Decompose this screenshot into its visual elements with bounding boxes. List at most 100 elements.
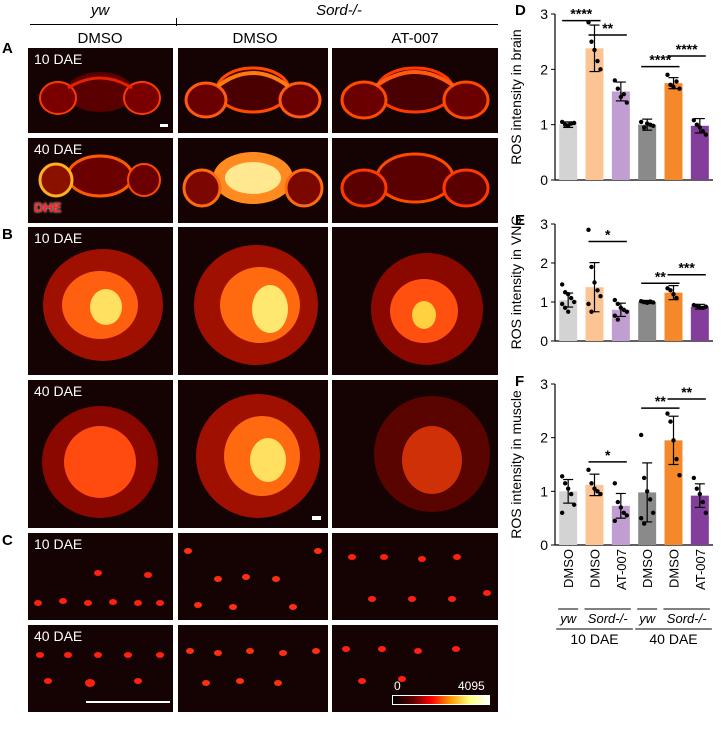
data-point xyxy=(650,123,656,128)
panel-label-f: F xyxy=(515,373,525,390)
data-point xyxy=(592,47,597,53)
data-point xyxy=(638,515,644,521)
data-point xyxy=(586,227,591,233)
data-point xyxy=(650,300,656,305)
data-point xyxy=(568,491,574,497)
data-point xyxy=(694,486,700,491)
data-point xyxy=(621,92,627,97)
image-c-40dae-sord-dmso xyxy=(178,625,328,712)
group-header-yw: yw xyxy=(90,2,110,19)
y-tick-label: 1 xyxy=(540,117,548,133)
data-point xyxy=(697,125,703,130)
data-point xyxy=(571,299,577,305)
y-tick-label: 1 xyxy=(540,483,548,499)
data-point xyxy=(650,510,656,515)
panel-label-b: B xyxy=(2,226,13,243)
data-point xyxy=(615,499,621,505)
data-point xyxy=(565,292,571,297)
y-tick-label: 2 xyxy=(540,255,548,271)
vnc-image xyxy=(371,253,483,365)
x-tick-label: AT-007 xyxy=(614,549,629,590)
data-point xyxy=(589,264,594,270)
group-header-sord: Sord-/- xyxy=(316,2,362,19)
bar xyxy=(585,287,604,341)
data-point xyxy=(644,489,650,494)
significance-label: * xyxy=(605,227,611,243)
significance-label: *** xyxy=(678,260,695,276)
image-c-40dae-yw: 40 DAE xyxy=(28,625,173,712)
data-point xyxy=(618,505,624,510)
data-point xyxy=(621,510,627,515)
data-point xyxy=(677,473,682,478)
panel-label-e: E xyxy=(515,212,526,229)
brain-image xyxy=(340,66,490,120)
colorbar-max-label: 4095 xyxy=(458,679,485,693)
data-point xyxy=(700,499,706,505)
x-tick-label: AT-007 xyxy=(693,549,708,590)
data-point xyxy=(565,123,571,128)
scale-bar xyxy=(160,124,168,127)
data-point xyxy=(665,411,670,416)
y-tick-label: 1 xyxy=(540,294,548,310)
data-point xyxy=(562,481,568,486)
data-point xyxy=(589,481,594,486)
data-point xyxy=(612,313,618,318)
bar xyxy=(611,309,630,341)
bar xyxy=(585,48,604,180)
bar xyxy=(559,300,578,341)
y-tick-label: 3 xyxy=(540,216,548,232)
y-axis-label: ROS intensity in muscle xyxy=(508,390,524,539)
data-point xyxy=(615,301,621,307)
y-axis-label: ROS intensity in brain xyxy=(508,29,524,164)
data-point xyxy=(674,295,679,301)
row-label-c-10dae: 10 DAE xyxy=(34,536,83,552)
timepoint-label: 40 DAE xyxy=(649,631,697,647)
data-point xyxy=(674,456,679,462)
brain-image xyxy=(340,152,490,208)
brain-image xyxy=(39,72,161,115)
data-point xyxy=(615,317,621,322)
data-point xyxy=(697,491,703,497)
significance-label: ** xyxy=(681,384,692,400)
muscle-image xyxy=(36,652,164,687)
image-c-10dae-yw: 10 DAE xyxy=(28,533,173,620)
y-axis-label: ROS intensity in VNC xyxy=(508,216,524,350)
data-point xyxy=(568,295,574,301)
data-point xyxy=(571,120,577,126)
bar xyxy=(638,124,657,180)
data-point xyxy=(668,419,673,424)
header-divider xyxy=(30,24,498,25)
data-point xyxy=(691,475,697,481)
timepoint-label: 10 DAE xyxy=(570,631,618,647)
brain-image xyxy=(38,154,161,198)
x-tick-label: DMSO xyxy=(588,549,603,588)
significance-label: * xyxy=(605,447,611,463)
bar xyxy=(664,83,683,180)
data-point xyxy=(559,474,565,479)
data-point xyxy=(571,502,577,507)
column-header-2: DMSO xyxy=(232,30,278,47)
data-point xyxy=(562,305,568,311)
data-point xyxy=(641,125,647,130)
muscle-image xyxy=(34,570,164,606)
y-tick-label: 0 xyxy=(540,537,548,553)
genotype-label: yw xyxy=(559,611,578,626)
vnc-image xyxy=(374,396,490,512)
image-b-10dae-sord-at007 xyxy=(332,227,498,375)
data-point xyxy=(592,486,597,491)
data-point xyxy=(598,293,603,299)
image-b-10dae-sord-dmso xyxy=(178,227,328,375)
data-point xyxy=(612,518,618,524)
image-c-40dae-sord-at007: 0 4095 xyxy=(332,625,498,712)
data-point xyxy=(598,491,603,497)
header-divider-tick xyxy=(176,18,177,26)
image-b-40dae-sord-dmso xyxy=(178,380,328,528)
significance-label: **** xyxy=(649,52,671,68)
vnc-image xyxy=(42,406,158,518)
data-point xyxy=(612,78,618,83)
data-point xyxy=(694,122,700,127)
vnc-image xyxy=(196,394,320,518)
image-c-10dae-sord-dmso xyxy=(178,533,328,620)
y-tick-label: 0 xyxy=(540,172,548,188)
muscle-image xyxy=(342,646,460,684)
